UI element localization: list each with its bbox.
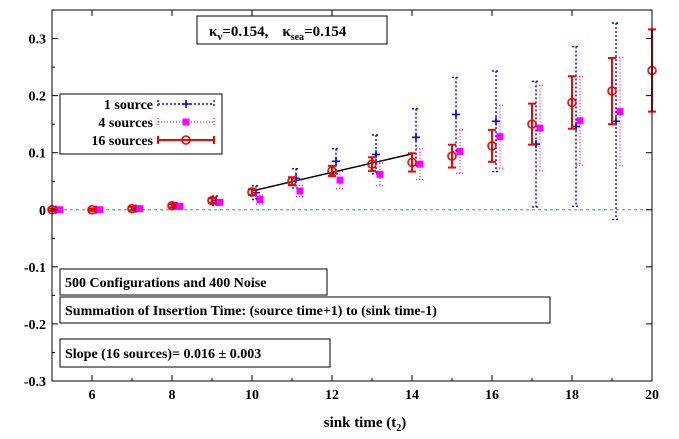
annotation-summation: Summation of Insertion Time: (source tim… <box>59 296 551 324</box>
data-point <box>567 97 577 108</box>
data-point <box>167 200 177 211</box>
data-point <box>492 117 500 126</box>
data-point <box>216 198 224 206</box>
data-point <box>136 205 144 213</box>
legend: 1 source 4 sources 16 sources <box>59 93 223 155</box>
series-2 <box>47 28 657 215</box>
y-tick-label: 0 <box>39 204 46 219</box>
data-point <box>336 176 344 184</box>
data-point <box>56 206 64 214</box>
data-point <box>527 119 537 129</box>
data-point <box>87 204 97 215</box>
data-point <box>287 176 297 187</box>
data-point <box>327 166 337 176</box>
y-tick-label: -0.3 <box>24 375 46 390</box>
data-point <box>496 133 504 141</box>
svg-text:Summation of Insertion Time: (: Summation of Insertion Time: (source tim… <box>65 304 437 319</box>
data-point <box>456 148 464 156</box>
data-point <box>576 117 584 125</box>
data-point <box>536 124 544 132</box>
tick-label-layer: 6 8 10 12 14 16 18 20 -0.3 -0.2 -0.1 0 0.1 0.2 0.3 <box>24 33 659 403</box>
x-tick-label: 6 <box>89 388 96 403</box>
data-point <box>447 151 457 161</box>
x-tick-label: 10 <box>245 388 259 403</box>
svg-text:Slope (16 sources)= 0.016 ± 0.: Slope (16 sources)= 0.016 ± 0.003 <box>65 347 261 362</box>
series-layer <box>47 22 657 221</box>
annotation-configurations: 500 Configurations and 400 Noise <box>59 268 328 296</box>
data-point <box>332 157 340 166</box>
data-point <box>607 86 617 96</box>
data-point <box>416 160 424 168</box>
x-axis-label: sink time (t2) <box>324 415 407 434</box>
data-point <box>452 110 460 119</box>
data-point <box>256 195 264 203</box>
x-tick-label: 16 <box>485 388 499 403</box>
data-point <box>412 133 420 142</box>
data-point <box>96 206 104 214</box>
annotation-slope: Slope (16 sources)= 0.016 ± 0.003 <box>59 338 331 368</box>
y-tick-label: 0.1 <box>29 147 47 162</box>
legend-marker <box>181 135 191 145</box>
x-tick-label: 18 <box>565 388 579 403</box>
legend-label: 1 source <box>104 98 153 113</box>
data-point <box>176 202 184 210</box>
legend-marker <box>182 100 190 108</box>
plot-frame <box>51 9 653 382</box>
tick-layer <box>51 10 653 382</box>
x-tick-label: 8 <box>169 388 176 403</box>
data-point <box>407 157 417 168</box>
data-point <box>207 195 217 206</box>
data-point <box>616 108 624 116</box>
svg-text:500 Configurations and 400 Noi: 500 Configurations and 400 Noise <box>65 276 266 291</box>
data-point <box>367 159 377 169</box>
data-point <box>376 170 384 178</box>
y-tick-label: -0.2 <box>24 318 46 333</box>
x-tick-label: 14 <box>405 388 419 403</box>
legend-marker <box>182 118 190 126</box>
y-tick-label: -0.1 <box>24 261 46 276</box>
svg-text:κv=0.154,κsea=0.154: κv=0.154, κsea=0.154 <box>209 24 347 43</box>
x-tick-label: 12 <box>325 388 339 403</box>
data-point <box>296 187 304 195</box>
legend-label: 4 sources <box>98 116 153 131</box>
data-point <box>247 187 257 197</box>
y-tick-label: 0.2 <box>29 90 47 105</box>
y-tick-label: 0.3 <box>29 33 47 48</box>
kappa-box: κv=0.154, κsea=0.154 <box>196 15 388 45</box>
data-point <box>127 203 137 214</box>
data-point <box>487 141 497 151</box>
x-tick-label: 20 <box>645 388 659 403</box>
series-1 <box>56 56 624 214</box>
legend-label: 16 sources <box>91 134 153 149</box>
